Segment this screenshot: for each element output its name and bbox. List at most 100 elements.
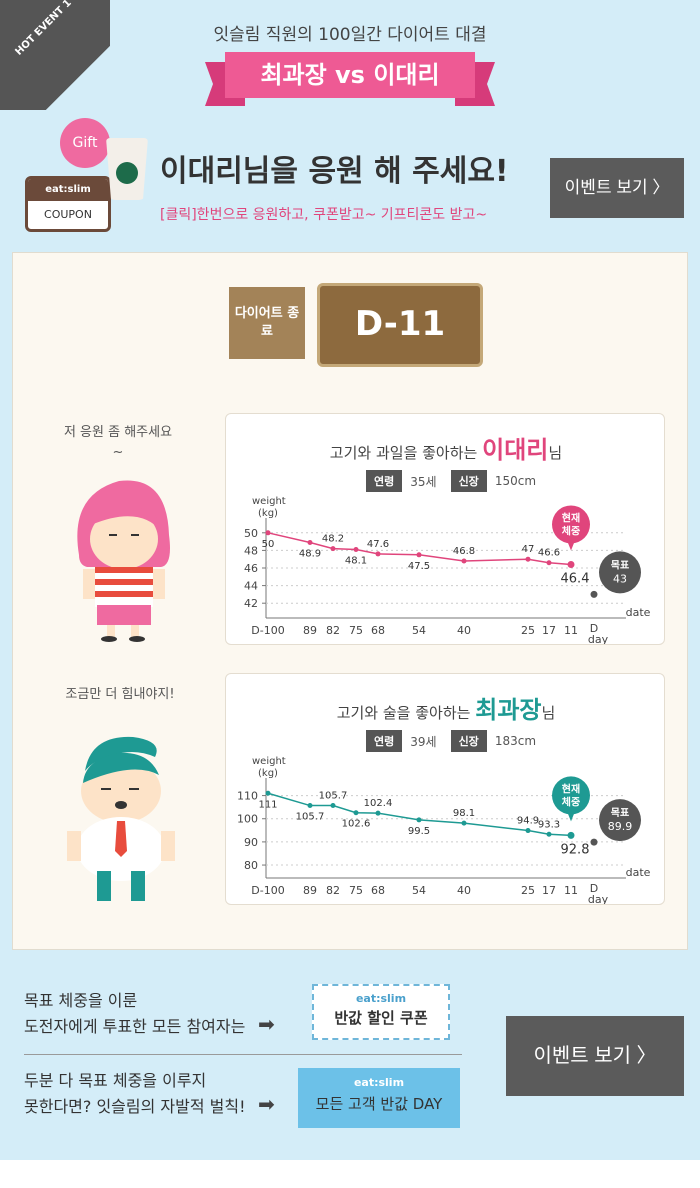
current-weight-label: 현재 xyxy=(562,511,580,524)
y-tick-label: 100 xyxy=(237,813,258,826)
current-weight-label: 현재 xyxy=(562,782,580,795)
choi-profile-card: 고기와 술을 좋아하는 최과장님 연령 39세 신장 183cm weight(… xyxy=(225,673,665,905)
x-tick-label: 17 xyxy=(542,884,556,897)
data-label: 46.8 xyxy=(453,546,475,557)
choi-height-tag: 신장 xyxy=(450,730,487,752)
reward-text-1: 목표 체중을 이룬 도전자에게 투표한 모든 참여자는 xyxy=(24,988,245,1040)
goal-point xyxy=(590,590,598,598)
goal-value: 89.9 xyxy=(608,820,633,833)
diet-end-label: 다이어트 종료 xyxy=(229,287,305,359)
data-label: 94.9 xyxy=(517,816,539,827)
y-axis-unit: (kg) xyxy=(258,768,278,779)
y-tick-label: 42 xyxy=(244,597,258,610)
goal-value: 43 xyxy=(613,572,627,585)
lee-info: 연령 35세 신장 150cm xyxy=(366,470,536,492)
day-ticket-text: 모든 고객 반값 DAY xyxy=(315,1095,443,1113)
x-tick-label: 75 xyxy=(349,624,363,637)
choi-name: 최과장 xyxy=(475,696,542,724)
series-line xyxy=(267,792,572,837)
y-tick-label: 80 xyxy=(244,859,258,872)
x-tick-label: D xyxy=(590,622,598,635)
half-price-day-ticket: eat:slim 모든 고객 반값 DAY xyxy=(298,1068,460,1128)
lee-height-tag: 신장 xyxy=(450,470,487,492)
reward-line-2a: 두분 다 목표 체중을 이루지 xyxy=(24,1071,207,1090)
versus-ribbon: 최과장 vs 이대리 xyxy=(205,52,495,106)
data-label: 47 xyxy=(522,544,535,555)
coffee-cup-icon xyxy=(106,138,148,200)
coupon-ticket-text: 반값 할인 쿠폰 xyxy=(334,1009,428,1027)
y-axis-unit: (kg) xyxy=(258,508,278,519)
y-tick-label: 48 xyxy=(244,544,258,557)
choi-height: 183cm xyxy=(494,734,537,748)
data-point xyxy=(375,810,381,816)
x-tick-label: 25 xyxy=(521,884,535,897)
goal-label: 목표 xyxy=(611,807,629,819)
choi-weight-chart: weight(kg) 80 90 100 110 D-100 89 82 75 68 54 40 25 1… xyxy=(237,756,651,904)
data-point xyxy=(461,558,467,564)
hot-event-corner-badge: HOT EVENT 1 xyxy=(0,0,110,110)
x-tick-label: 82 xyxy=(326,624,340,637)
data-label: 48.1 xyxy=(345,556,367,567)
data-point xyxy=(265,530,271,536)
data-label: 105.7 xyxy=(319,791,348,802)
x-tick-label: 40 xyxy=(457,624,471,637)
y-tick-label: 44 xyxy=(244,580,258,593)
data-label: 102.4 xyxy=(364,798,393,809)
event-view-button-top[interactable]: 이벤트 보기 〉 xyxy=(550,158,684,218)
goal-point xyxy=(590,838,598,846)
data-point xyxy=(525,556,531,562)
x-tick-label: D-100 xyxy=(251,884,284,897)
data-label: 46.6 xyxy=(538,548,560,559)
current-weight-label: 체중 xyxy=(562,795,580,808)
y-tick-label: 110 xyxy=(237,790,258,803)
dday-counter: D-11 xyxy=(317,283,483,367)
data-label: 46.4 xyxy=(561,571,590,586)
x-axis-label: date xyxy=(626,606,651,619)
lee-age: 35세 xyxy=(410,474,437,489)
goal-bubble xyxy=(599,551,641,594)
lee-profile-card: 고기와 과일을 좋아하는 이대리님 연령 35세 신장 150cm weight… xyxy=(225,413,665,645)
data-label: 48.2 xyxy=(322,534,344,545)
data-point xyxy=(416,552,422,558)
goal-label: 목표 xyxy=(611,559,629,571)
data-label: 93.3 xyxy=(538,819,560,830)
lee-height: 150cm xyxy=(494,474,537,488)
data-label: 92.8 xyxy=(561,842,590,857)
lee-name-suffix: 님 xyxy=(548,444,563,462)
lee-card-title: 고기와 과일을 좋아하는 이대리님 xyxy=(226,430,666,465)
current-weight-bubble xyxy=(552,505,590,544)
x-tick-label: 54 xyxy=(412,884,426,897)
lee-weight-chart: weight(kg) 42 44 46 48 50 D-100 89 82 75 68 54 40 25 1… xyxy=(244,496,651,644)
series-line xyxy=(267,532,572,566)
event-view-button-bottom[interactable]: 이벤트 보기 〉 xyxy=(506,1016,684,1096)
choi-age: 39세 xyxy=(410,734,437,749)
diet-status-panel: 다이어트 종료 D-11 저 응원 좀 해주세요~ 조금만 더 힘내야지! xyxy=(12,252,688,950)
choi-title-prefix: 고기와 술을 좋아하는 xyxy=(336,704,471,722)
data-label: 48.9 xyxy=(299,548,321,559)
x-tick-label: D-100 xyxy=(251,624,284,637)
x-tick-label: 68 xyxy=(371,624,385,637)
data-point xyxy=(330,546,336,552)
data-label: 99.5 xyxy=(408,826,430,837)
data-point xyxy=(375,551,381,557)
current-weight-bubble-tail xyxy=(567,811,575,822)
data-point xyxy=(353,810,359,816)
reward-line-1a: 목표 체중을 이룬 xyxy=(24,991,138,1010)
x-tick-label: D xyxy=(590,882,598,895)
versus-title: 최과장 vs 이대리 xyxy=(225,52,475,98)
data-point xyxy=(307,803,313,809)
data-label: 111 xyxy=(258,799,277,810)
current-weight-bubble xyxy=(552,776,590,815)
coupon-icon: eat:slim COUPON xyxy=(25,176,111,232)
current-weight-label: 체중 xyxy=(562,524,580,537)
choi-info: 연령 39세 신장 183cm xyxy=(366,730,536,752)
cheer-subtext[interactable]: [클릭]한번으로 응원하고, 쿠폰받고~ 기프티콘도 받고~ xyxy=(160,207,488,223)
data-point xyxy=(461,820,467,826)
data-point xyxy=(416,817,422,823)
x-axis-label: date xyxy=(626,866,651,879)
choi-age-tag: 연령 xyxy=(366,730,403,752)
cheer-heading: 이대리님을 응원 해 주세요! xyxy=(160,154,509,189)
x-tick-label: 11 xyxy=(564,624,578,637)
lee-character-illustration xyxy=(77,480,170,642)
reward-line-2b: 못한다면? 잇슬림의 자발적 벌칙! xyxy=(24,1097,246,1116)
